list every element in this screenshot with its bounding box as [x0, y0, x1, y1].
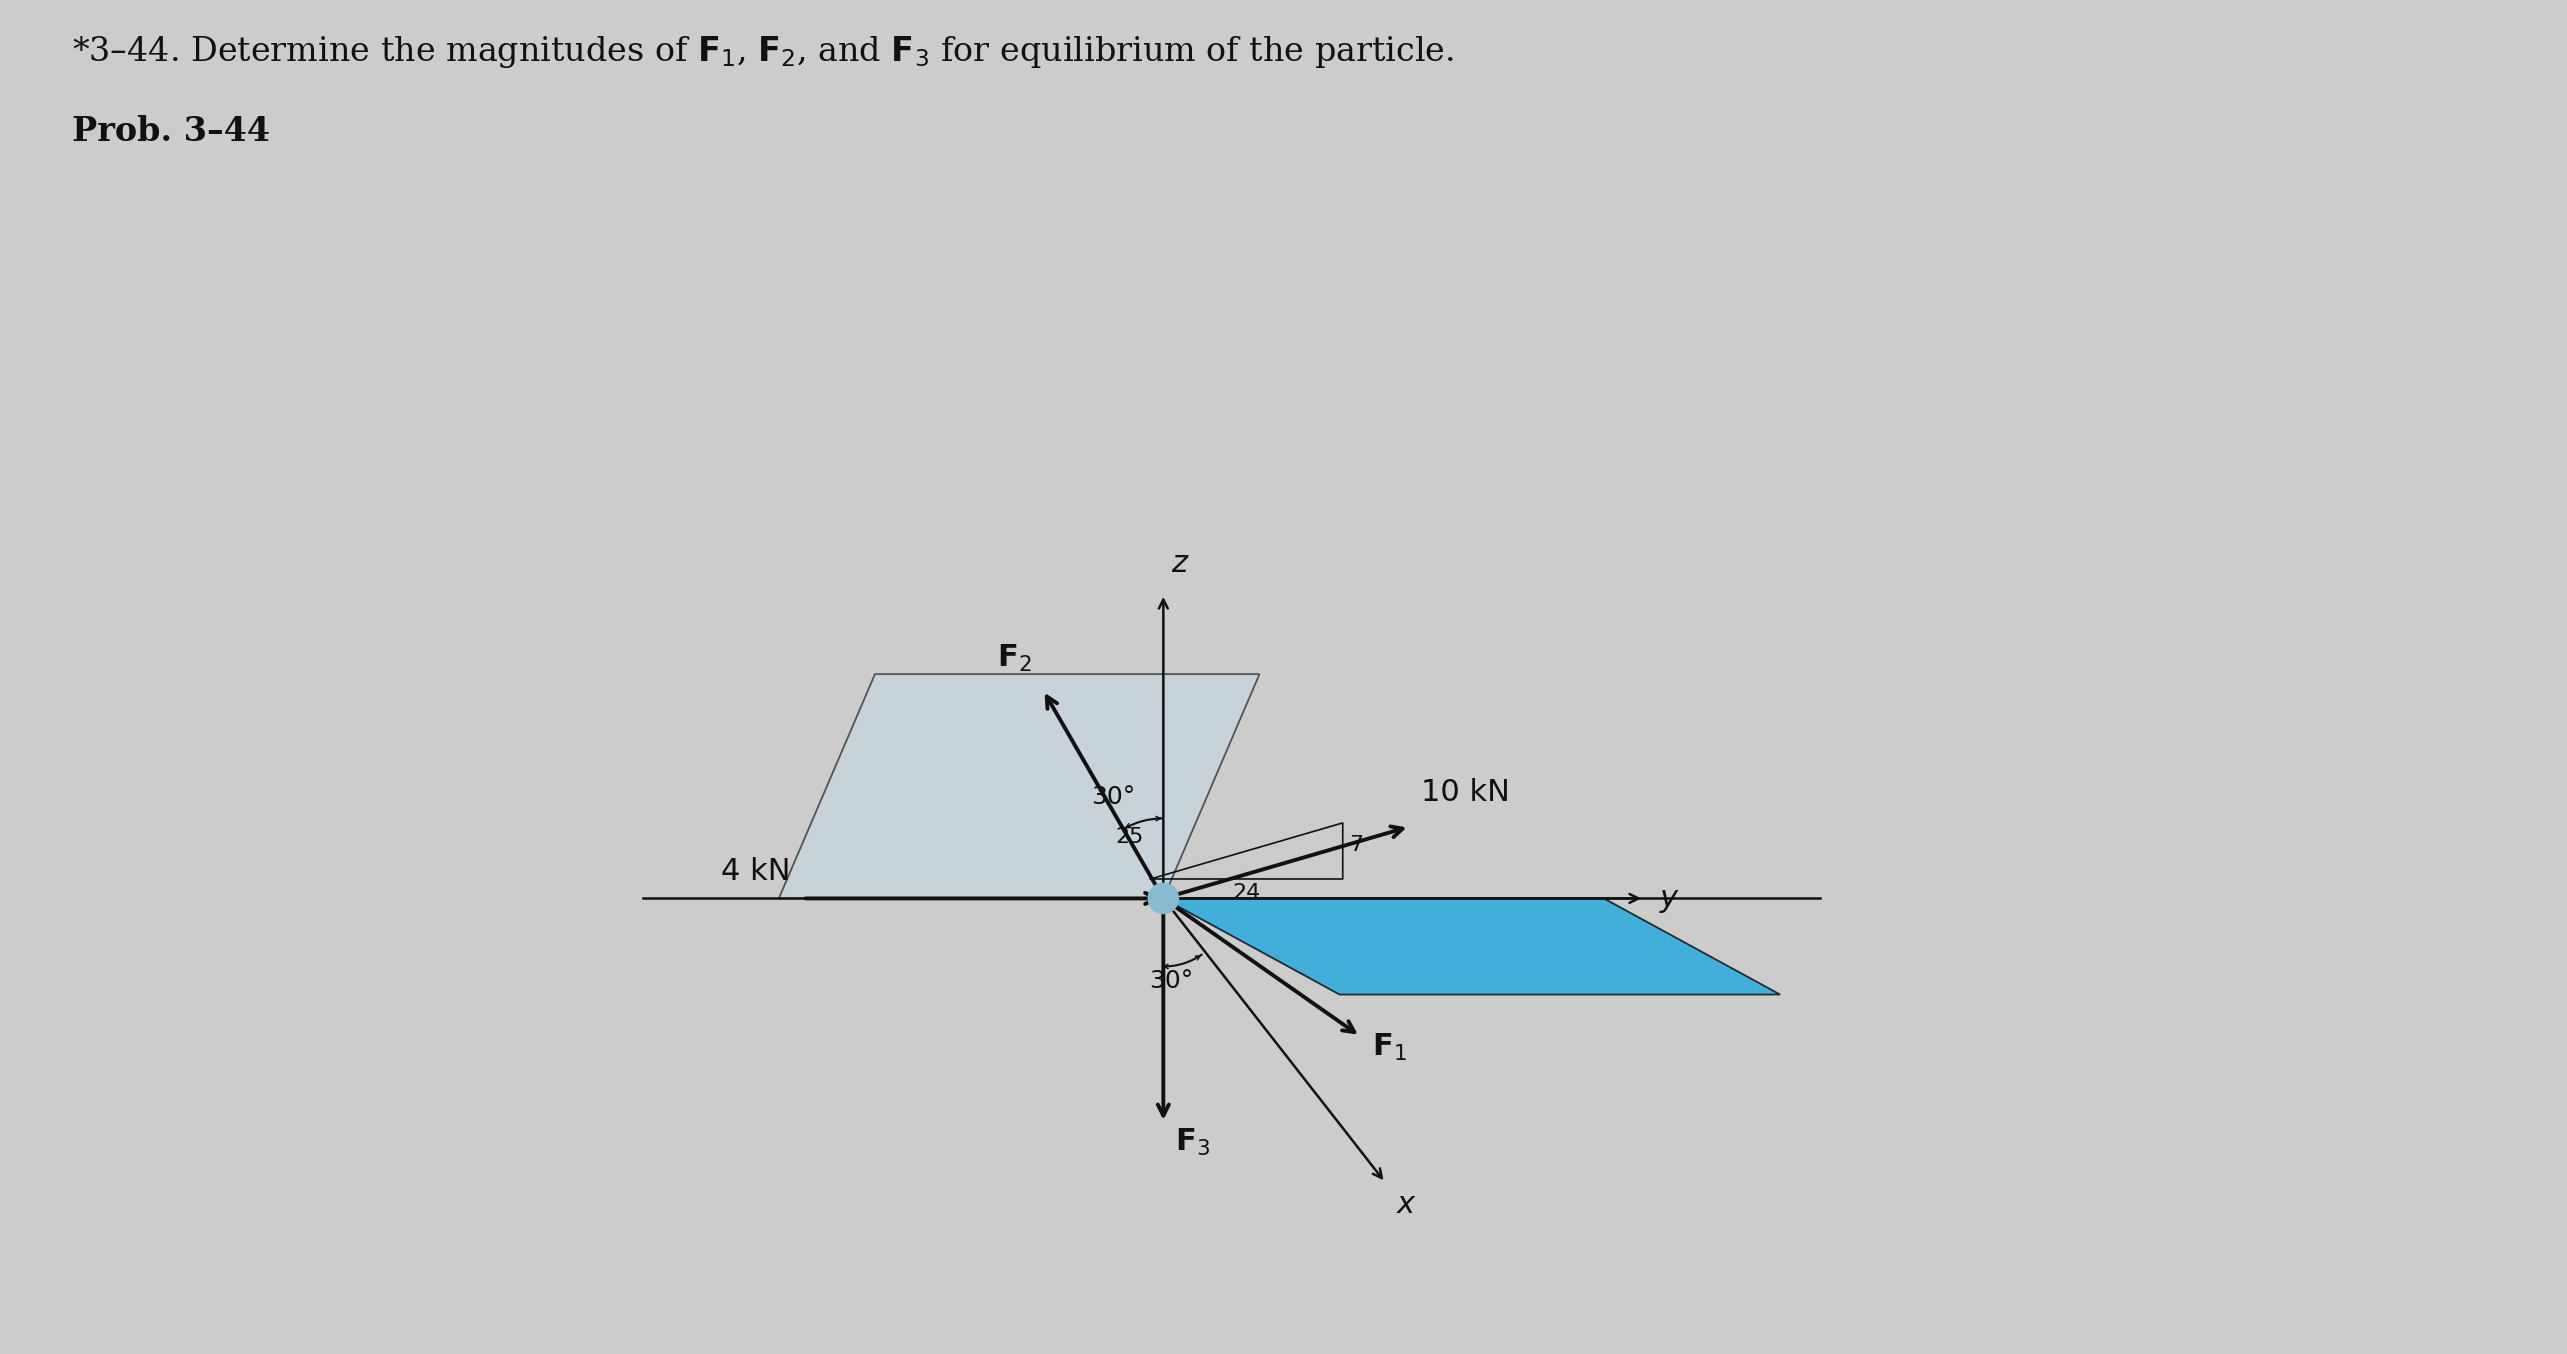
Text: 30°: 30°	[1150, 969, 1194, 992]
Text: $\mathbf{F}_2$: $\mathbf{F}_2$	[996, 643, 1032, 674]
Text: 4 kN: 4 kN	[721, 857, 791, 887]
Text: 30°: 30°	[1091, 785, 1135, 808]
Text: $\mathbf{F}_3$: $\mathbf{F}_3$	[1176, 1127, 1212, 1158]
Text: y: y	[1661, 884, 1679, 913]
Polygon shape	[778, 674, 1260, 899]
Text: 24: 24	[1232, 883, 1260, 903]
Text: 10 kN: 10 kN	[1422, 777, 1509, 807]
Text: z: z	[1171, 548, 1189, 578]
Text: $\mathbf{F}_1$: $\mathbf{F}_1$	[1373, 1032, 1407, 1063]
Text: 7: 7	[1350, 835, 1363, 854]
Circle shape	[1150, 884, 1178, 913]
Text: 25: 25	[1117, 827, 1145, 846]
Polygon shape	[1163, 899, 1779, 995]
Text: Prob. 3–44: Prob. 3–44	[72, 115, 270, 148]
Text: *3–44. Determine the magnitudes of $\mathbf{F}_1$, $\mathbf{F}_2$, and $\mathbf{: *3–44. Determine the magnitudes of $\mat…	[72, 34, 1453, 70]
Text: x: x	[1396, 1190, 1414, 1220]
